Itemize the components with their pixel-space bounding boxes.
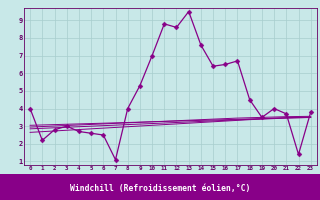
Text: Windchill (Refroidissement éolien,°C): Windchill (Refroidissement éolien,°C) bbox=[70, 184, 250, 194]
